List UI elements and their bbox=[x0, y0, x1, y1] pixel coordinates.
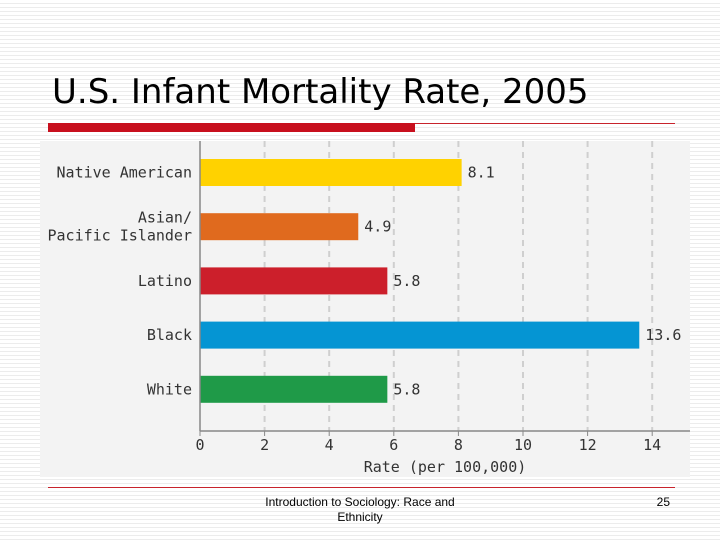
bars bbox=[200, 159, 640, 403]
category-label: Native American bbox=[57, 164, 192, 182]
category-label: Latino bbox=[138, 272, 192, 290]
chart-background bbox=[40, 141, 690, 477]
x-tick-label: 14 bbox=[643, 436, 661, 454]
x-tick-label: 0 bbox=[195, 436, 204, 454]
value-label: 8.1 bbox=[468, 164, 495, 182]
title-accent-bar bbox=[48, 123, 415, 132]
bar bbox=[200, 321, 640, 349]
category-label: Pacific Islander bbox=[48, 227, 193, 245]
x-tick-labels: 0 2 4 6 8 10 12 14 bbox=[195, 431, 661, 454]
value-label: 4.9 bbox=[364, 218, 391, 236]
x-tick-label: 8 bbox=[454, 436, 463, 454]
x-tick-label: 2 bbox=[260, 436, 269, 454]
x-tick-label: 10 bbox=[514, 436, 532, 454]
bar bbox=[200, 267, 388, 295]
category-labels: Native American Asian/Pacific Islander Lat… bbox=[48, 164, 193, 399]
footer-text: Introduction to Sociology: Race and Ethn… bbox=[265, 495, 455, 524]
bar bbox=[200, 375, 388, 403]
category-label: Black bbox=[147, 326, 192, 344]
x-tick-label: 12 bbox=[579, 436, 597, 454]
value-labels: 8.1 4.9 5.8 13.6 5.8 bbox=[364, 164, 681, 399]
slide-title: U.S. Infant Mortality Rate, 2005 bbox=[52, 72, 589, 112]
page-number: 25 bbox=[656, 495, 670, 509]
value-label: 5.8 bbox=[393, 272, 420, 290]
value-label: 13.6 bbox=[645, 326, 681, 344]
x-tick-label: 4 bbox=[325, 436, 334, 454]
value-label: 5.8 bbox=[393, 380, 420, 398]
infant-mortality-bar-chart: 0 2 4 6 8 10 12 14 Native American Asian/Pacific… bbox=[40, 141, 690, 477]
category-label: White bbox=[147, 380, 192, 398]
footer-rule bbox=[48, 487, 675, 488]
bar bbox=[200, 159, 462, 186]
x-tick-label: 6 bbox=[389, 436, 398, 454]
category-label: Asian/ bbox=[138, 209, 192, 227]
bar bbox=[200, 213, 359, 241]
x-axis-label: Rate (per 100,000) bbox=[364, 458, 527, 476]
